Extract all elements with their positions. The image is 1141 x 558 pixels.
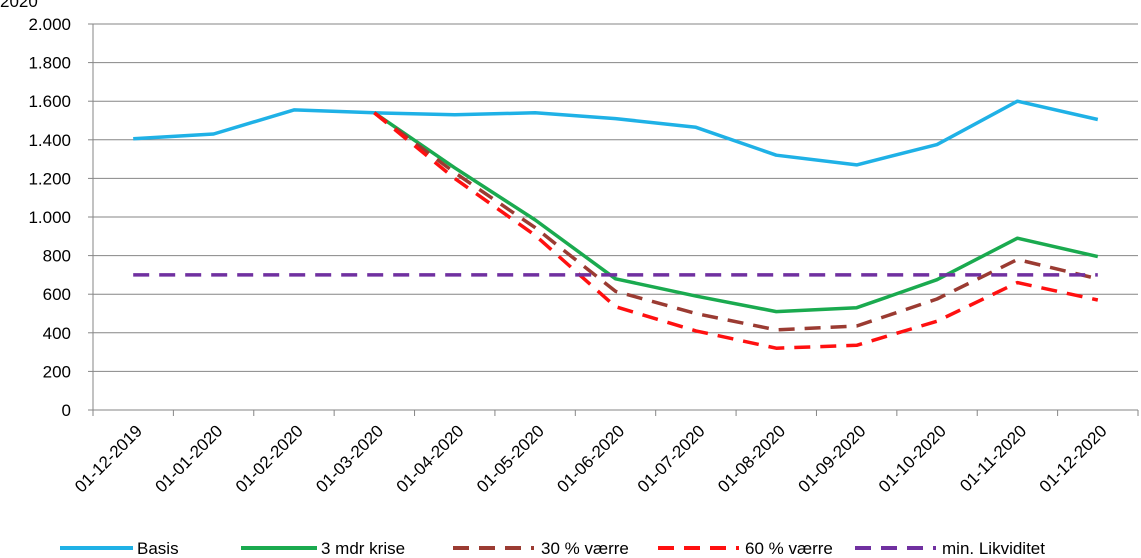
- y-tick-label: 800: [43, 247, 71, 266]
- y-tick-label: 0: [62, 401, 71, 420]
- y-tick-label: 2.000: [28, 15, 71, 34]
- y-tick-label: 200: [43, 362, 71, 381]
- series-lines: [133, 99, 1099, 350]
- x-tick-label: 01-02-2020: [232, 421, 307, 496]
- y-tick-label: 600: [43, 285, 71, 304]
- x-tick-label: 01-07-2020: [634, 421, 709, 496]
- y-tick-label: 1.800: [28, 54, 71, 73]
- x-tick-label: 01-08-2020: [714, 421, 789, 496]
- series-line-60-v-rre: [373, 111, 1099, 350]
- top-label: 2020: [0, 0, 38, 11]
- x-tick-label: 01-12-2020: [1036, 421, 1111, 496]
- legend: Basis 3 mdr krise 30 % værre 60 % værre min.…: [60, 539, 1045, 558]
- series-line-basis: [133, 99, 1099, 167]
- y-tick-label: 1.400: [28, 131, 71, 150]
- legend-label: 60 % værre: [745, 539, 833, 558]
- series-line-30-v-rre: [373, 111, 1099, 332]
- y-axis-tick-labels: 0 200 400 600 800 1.000 1.200 1.400 1.600 1.800 2.…: [28, 15, 71, 420]
- x-axis-tick-labels: 01-12-2019 01-01-2020 01-02-2020 01-03-2020…: [71, 421, 1111, 496]
- x-tick-label: 01-10-2020: [875, 421, 950, 496]
- legend-label: 30 % værre: [541, 539, 629, 558]
- legend-label: Basis: [137, 539, 179, 558]
- x-tick-label: 01-09-2020: [795, 421, 870, 496]
- series-line-3-mdr-krise: [373, 111, 1099, 314]
- x-tick-label: 01-12-2019: [71, 421, 146, 496]
- y-tick-label: 1.200: [28, 169, 71, 188]
- legend-label: min. Likviditet: [942, 539, 1045, 558]
- x-tick-label: 01-04-2020: [393, 421, 468, 496]
- x-tick-label: 01-05-2020: [473, 421, 548, 496]
- x-tick-label: 01-03-2020: [312, 421, 387, 496]
- y-tick-label: 400: [43, 324, 71, 343]
- x-tick-label: 01-06-2020: [553, 421, 628, 496]
- x-tick-label: 01-01-2020: [151, 421, 226, 496]
- axes: [88, 23, 1139, 416]
- gridlines: [93, 23, 1138, 372]
- x-tick-label: 01-11-2020: [956, 421, 1030, 495]
- y-tick-label: 1.600: [28, 92, 71, 111]
- y-tick-label: 1.000: [28, 208, 71, 227]
- legend-label: 3 mdr krise: [321, 539, 405, 558]
